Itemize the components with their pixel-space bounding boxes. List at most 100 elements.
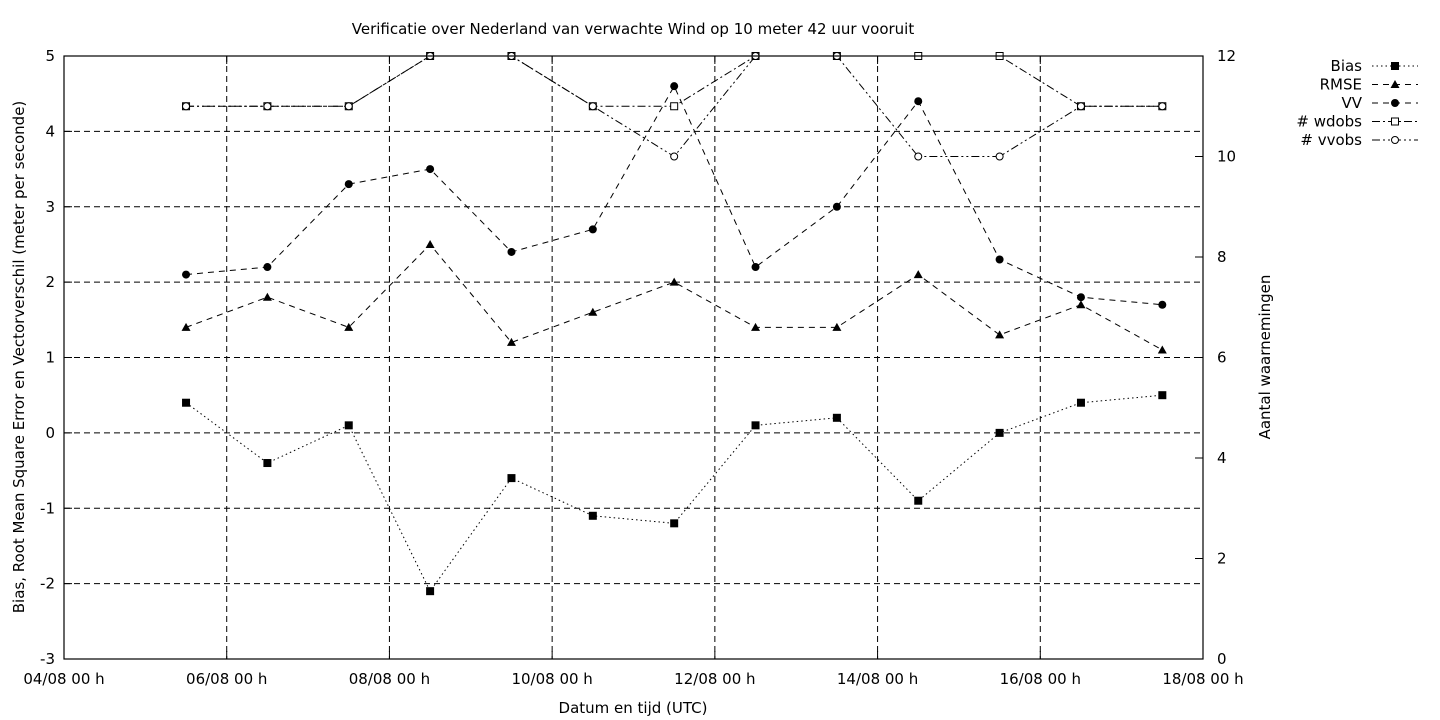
legend-item-wdobs: # wdobs <box>1296 113 1418 131</box>
x-tick-label: 06/08 00 h <box>186 670 267 688</box>
legend-marker <box>1391 117 1399 126</box>
data-point-vv <box>426 165 435 174</box>
data-point-vv <box>832 202 841 211</box>
data-point-bias <box>182 398 191 407</box>
data-point-vv <box>914 97 923 106</box>
axis-ticks: 04/08 00 h 06/08 00 h 08/08 00 h 10/08 00 h… <box>23 47 1243 688</box>
legend-marker <box>1390 80 1400 88</box>
y2-tick-label: 4 <box>1217 449 1227 467</box>
y2-tick-label: 2 <box>1217 550 1227 568</box>
data-point-rmse <box>344 322 354 331</box>
x-tick-label: 16/08 00 h <box>1000 670 1081 688</box>
data-point-vvobs <box>263 102 272 111</box>
x-axis-label: Datum en tijd (UTC) <box>559 699 708 717</box>
y-tick-label: 1 <box>45 349 55 367</box>
data-point-bias <box>1076 398 1085 407</box>
series-line-wdobs <box>186 55 1163 107</box>
data-point-rmse <box>995 330 1005 339</box>
legend-item-vvobs: # vvobs <box>1300 131 1418 149</box>
grid <box>64 56 1203 659</box>
data-point-vv <box>995 255 1004 264</box>
chart-title: Verificatie over Nederland van verwachte… <box>352 20 915 38</box>
y2-tick-label: 12 <box>1217 47 1236 65</box>
legend-item-vv: VV <box>1341 94 1418 112</box>
data-point-rmse <box>1076 300 1086 309</box>
data-point-vv <box>1158 300 1167 309</box>
legend-label: RMSE <box>1320 76 1362 94</box>
y-tick-label: 4 <box>45 122 55 140</box>
data-point-rmse <box>425 239 435 248</box>
legend-label: VV <box>1341 94 1362 112</box>
data-point-vv <box>670 82 679 91</box>
series-wdobs <box>182 52 1167 111</box>
y2-tick-label: 8 <box>1217 248 1227 266</box>
series-line-vv <box>185 85 1163 306</box>
y-axis-label: Bias, Root Mean Square Error en Vectorve… <box>10 101 28 614</box>
legend-marker <box>1391 136 1399 144</box>
data-point-rmse <box>669 277 679 286</box>
y-tick-label: -2 <box>40 575 55 593</box>
data-point-rmse <box>913 270 923 279</box>
series-line-bias <box>185 394 1163 593</box>
x-tick-label: 14/08 00 h <box>837 670 918 688</box>
series-rmse <box>181 239 1167 354</box>
data-point-bias <box>426 587 435 596</box>
data-point-bias <box>507 474 516 483</box>
data-point-bias <box>344 421 353 430</box>
y-tick-label: -1 <box>40 499 55 517</box>
data-point-bias <box>588 511 597 520</box>
data-point-vv <box>507 247 516 256</box>
data-point-vv <box>751 263 760 272</box>
series-vv <box>182 82 1167 309</box>
y2-axis-label: Aantal waarnemingen <box>1256 275 1274 440</box>
legend-marker <box>1391 99 1399 107</box>
data-point-rmse <box>1157 345 1167 354</box>
x-tick-label: 04/08 00 h <box>23 670 104 688</box>
data-point-rmse <box>262 292 272 301</box>
y-tick-label: 5 <box>45 47 55 65</box>
data-point-vv <box>1076 293 1085 302</box>
legend-label: Bias <box>1331 57 1363 75</box>
legend-marker <box>1391 62 1399 70</box>
x-tick-label: 08/08 00 h <box>349 670 430 688</box>
data-point-bias <box>832 413 841 422</box>
x-tick-label: 10/08 00 h <box>511 670 592 688</box>
legend-label: # wdobs <box>1296 113 1362 131</box>
data-point-bias <box>914 496 923 505</box>
data-point-rmse <box>751 322 761 331</box>
y-tick-label: 0 <box>45 424 55 442</box>
data-point-bias <box>263 459 272 468</box>
y-tick-label: -3 <box>40 650 55 668</box>
data-point-vvobs <box>344 102 353 111</box>
data-point-vvobs <box>588 102 597 111</box>
legend-item-bias: Bias <box>1331 57 1418 75</box>
y-tick-label: 2 <box>45 273 55 291</box>
data-point-bias <box>1158 391 1167 400</box>
y2-tick-label: 10 <box>1217 148 1236 166</box>
data-point-vv <box>263 263 272 272</box>
series-group <box>181 52 1167 596</box>
y2-tick-label: 0 <box>1217 650 1227 668</box>
data-point-bias <box>670 519 679 528</box>
legend-item-rmse: RMSE <box>1320 76 1418 94</box>
data-point-rmse <box>588 307 598 316</box>
series-bias <box>182 391 1167 596</box>
legend-label: # vvobs <box>1300 131 1362 149</box>
data-point-vv <box>182 270 191 279</box>
data-point-vv <box>344 180 353 189</box>
x-tick-label: 18/08 00 h <box>1162 670 1243 688</box>
data-point-bias <box>751 421 760 430</box>
y-tick-label: 3 <box>45 198 55 216</box>
data-point-vvobs <box>670 152 679 161</box>
data-point-wdobs <box>670 102 679 111</box>
y2-tick-label: 6 <box>1217 349 1227 367</box>
data-point-vvobs <box>182 102 191 111</box>
series-line-rmse <box>185 243 1163 351</box>
data-point-rmse <box>181 322 191 331</box>
data-point-vv <box>588 225 597 234</box>
data-point-vvobs <box>1158 102 1167 111</box>
x-tick-label: 12/08 00 h <box>674 670 755 688</box>
data-point-rmse <box>832 322 842 331</box>
